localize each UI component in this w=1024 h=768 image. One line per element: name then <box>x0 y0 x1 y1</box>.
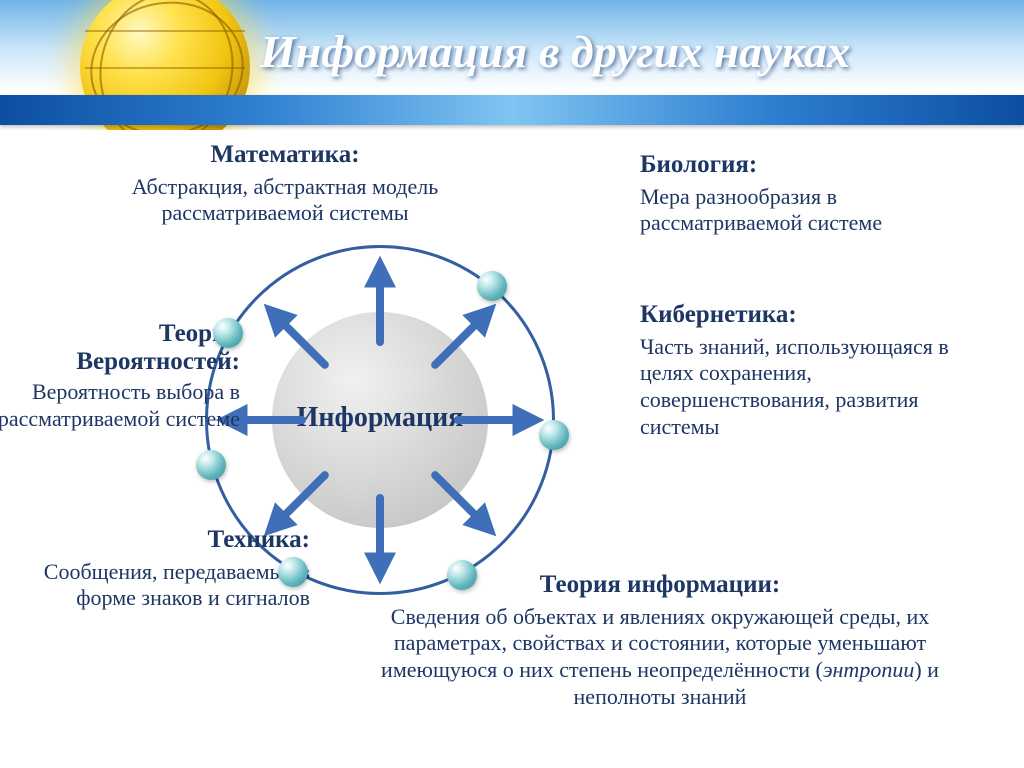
block-info-theory: Теория информации: Сведения об объектах … <box>340 570 980 711</box>
block-tech-desc: Сообщения, передаваемые в форме знаков и… <box>10 559 310 613</box>
block-technique: Техника: Сообщения, передаваемые в форме… <box>10 525 310 612</box>
block-prob-title: Теория Вероятностей: <box>0 320 240 375</box>
block-biology: Биология: Мера разнообразия в рассматрив… <box>640 150 970 237</box>
block-prob-desc: Вероятность выбора в рассматриваемой сис… <box>0 379 240 433</box>
ring-node <box>539 420 569 450</box>
block-cybernetics: Кибернетика: Часть знаний, использующаяс… <box>640 300 1000 441</box>
block-biology-desc: Мера разнообразия в рассматриваемой сист… <box>640 184 970 238</box>
block-math: Математика: Абстракция, абстрактная моде… <box>120 140 450 227</box>
block-tech-title: Техника: <box>10 525 310 555</box>
ring-node <box>447 560 477 590</box>
ring-node <box>477 271 507 301</box>
header-stripe <box>0 95 1024 125</box>
block-math-title: Математика: <box>120 140 450 170</box>
block-biology-title: Биология: <box>640 150 970 180</box>
block-math-desc: Абстракция, абстрактная модель рассматри… <box>120 174 450 228</box>
concept-diagram: Информация Математика: Абстракция, абстр… <box>0 130 1024 768</box>
ring-node <box>196 450 226 480</box>
block-probability: Теория Вероятностей: Вероятность выбора … <box>0 320 240 433</box>
block-cyb-desc: Часть знаний, использующаяся в целях сох… <box>640 334 1000 441</box>
ring-node <box>278 557 308 587</box>
block-cyb-title: Кибернетика: <box>640 300 1000 330</box>
header-banner: Информация в других науках <box>0 0 1024 130</box>
block-it-desc: Сведения об объектах и явлениях окружающ… <box>340 604 980 711</box>
page-title: Информация в других науках <box>260 25 850 78</box>
ring-node <box>213 318 243 348</box>
block-it-title: Теория информации: <box>340 570 980 600</box>
